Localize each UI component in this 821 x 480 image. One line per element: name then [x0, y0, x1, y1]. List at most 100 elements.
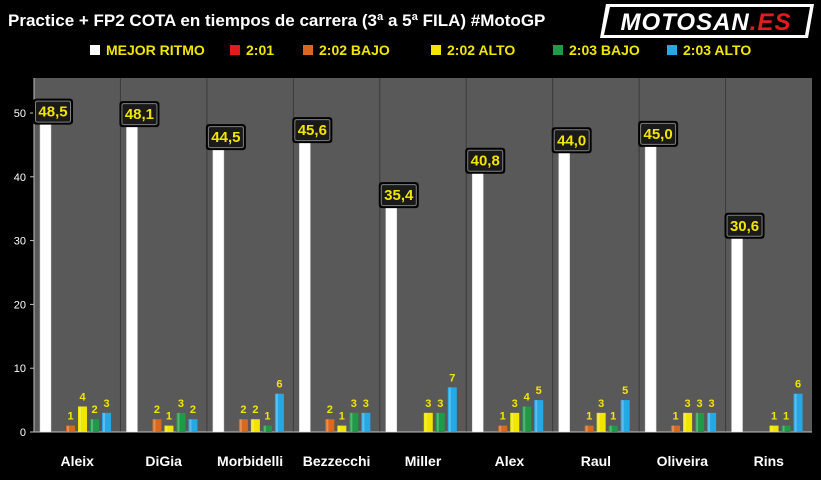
best-pace-callout-box: [205, 124, 246, 151]
bar-highlight: [239, 419, 242, 432]
category-label: Raul: [581, 453, 611, 469]
y-tick-label: 30: [14, 236, 26, 248]
bar-2-03-alto: [793, 393, 803, 432]
bar-2-03-alto: [274, 393, 284, 432]
best-pace-callout-border: [467, 149, 504, 172]
best-pace-callout-box: [638, 120, 679, 147]
bar-highlight: [263, 425, 266, 432]
bar-value-label: 3: [709, 398, 715, 410]
bar-value-label: 3: [598, 398, 604, 410]
bar-highlight: [499, 425, 502, 432]
bar-value-label: 1: [264, 411, 270, 423]
bar-value-label: 3: [363, 398, 369, 410]
bar-value-label: 2: [252, 404, 258, 416]
best-pace-callout-box: [292, 117, 333, 144]
bar-mejor-ritmo: [299, 140, 311, 433]
bar-2-03-bajo: [522, 406, 532, 432]
bar-value-label: 1: [166, 411, 172, 423]
y-tick-label: 50: [14, 108, 26, 120]
legend-label: MEJOR RITMO: [106, 42, 205, 58]
bar-2-03-bajo: [349, 412, 359, 432]
bar-value-label: 5: [536, 385, 542, 397]
bar-highlight: [189, 419, 192, 432]
legend-swatch: [230, 45, 240, 55]
bar-2-03-bajo: [90, 419, 99, 432]
bar-highlight: [621, 400, 624, 432]
y-tick-label: 10: [14, 363, 26, 375]
bar-value-label: 6: [795, 379, 801, 391]
best-pace-callout-border: [726, 214, 763, 237]
bar-value-label: 1: [610, 411, 616, 423]
legend-swatch: [553, 45, 563, 55]
bar-highlight: [326, 419, 329, 432]
bar-highlight: [782, 425, 785, 432]
bar-highlight: [794, 393, 797, 432]
bar-highlight: [177, 412, 180, 432]
bar-highlight: [362, 412, 365, 432]
bar-highlight: [424, 412, 427, 432]
bar-value-label: 1: [771, 411, 777, 423]
bar-value-label: 3: [512, 398, 518, 410]
bar-value-label: 7: [449, 372, 455, 384]
bar-2-03-bajo: [695, 412, 705, 432]
bar-value-label: 1: [500, 411, 506, 423]
bar-2-03-bajo: [781, 425, 791, 432]
bar-highlight: [535, 400, 538, 432]
bar-highlight: [523, 406, 526, 432]
category-label: Morbidelli: [217, 453, 283, 469]
bar-highlight: [511, 412, 514, 432]
bar-value-label: 2: [240, 404, 246, 416]
bar-mejor-ritmo: [558, 151, 570, 433]
bar-mejor-ritmo: [39, 122, 52, 433]
bar-mejor-ritmo: [644, 144, 657, 433]
y-tick-label: 0: [20, 427, 26, 439]
bar-2-03-alto: [361, 412, 371, 432]
bar-highlight: [251, 419, 254, 432]
y-tick-label: 20: [14, 299, 26, 311]
bar-highlight: [79, 406, 81, 432]
best-pace-label: 44,5: [211, 129, 240, 146]
legend-label: 2:03 BAJO: [569, 42, 640, 58]
legend-swatch: [667, 45, 677, 55]
bar-value-label: 1: [67, 411, 73, 423]
y-tick-label: 40: [14, 172, 26, 184]
best-pace-label: 30,6: [730, 218, 759, 235]
bar-2-03-bajo: [262, 425, 272, 432]
category-label: Bezzecchi: [303, 453, 371, 469]
bar-value-label: 3: [351, 398, 357, 410]
bar-2-02-bajo: [66, 425, 75, 432]
best-pace-callout-box: [119, 101, 160, 128]
best-pace-callout-border: [35, 100, 71, 123]
bar-value-label: 3: [685, 398, 691, 410]
bar-value-label: 4: [79, 391, 86, 403]
bar-value-label: 4: [524, 391, 531, 403]
bar-highlight: [597, 412, 600, 432]
bar-value-label: 2: [190, 404, 196, 416]
bar-2-02-bajo: [498, 425, 508, 432]
bar-highlight: [696, 412, 699, 432]
best-pace-callout-border: [121, 103, 158, 126]
bar-value-label: 2: [154, 404, 160, 416]
best-pace-callout-box: [33, 98, 73, 125]
bar-highlight: [103, 412, 105, 432]
bar-value-label: 2: [327, 404, 333, 416]
bar-2-02-bajo: [152, 419, 162, 432]
bar-value-label: 6: [276, 379, 282, 391]
bar-value-label: 2: [91, 404, 97, 416]
bar-highlight: [609, 425, 612, 432]
bar-value-label: 3: [437, 398, 443, 410]
category-label: Miller: [405, 453, 442, 469]
category-label: Alex: [495, 453, 525, 469]
best-pace-callout-border: [553, 129, 590, 152]
bar-2-03-bajo: [435, 412, 445, 432]
bar-value-label: 1: [673, 411, 679, 423]
bar-highlight: [436, 412, 439, 432]
best-pace-label: 45,6: [298, 122, 327, 139]
legend-label: 2:01: [246, 42, 274, 58]
legend-label: 2:02 BAJO: [319, 42, 390, 58]
best-pace-label: 45,0: [644, 126, 673, 143]
plot-area: [34, 78, 812, 432]
legend-swatch: [90, 45, 100, 55]
legend-swatch: [303, 45, 313, 55]
best-pace-callout-border: [294, 119, 331, 142]
